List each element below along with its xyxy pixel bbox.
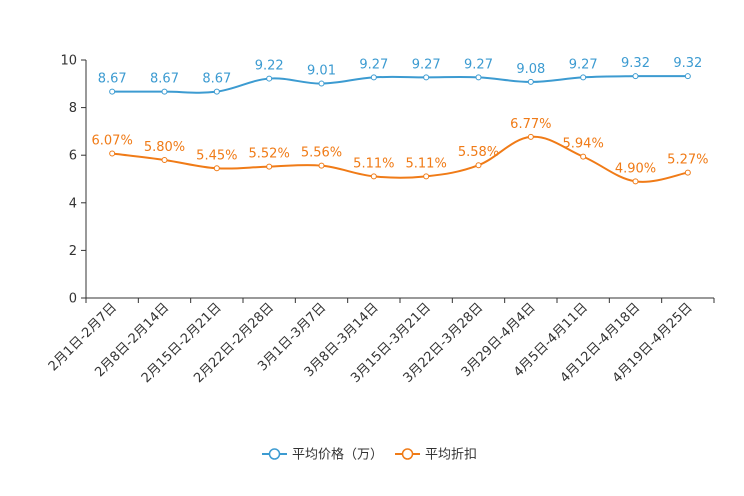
y-tick-label: 2 [69, 244, 77, 259]
data-point [475, 74, 482, 81]
data-label: 8.67 [98, 72, 127, 87]
data-label: 5.11% [406, 156, 447, 171]
y-tick-label: 6 [69, 149, 77, 164]
legend: 平均价格（万） 平均折扣 [262, 447, 477, 463]
data-point [318, 162, 325, 169]
data-label: 9.32 [621, 56, 650, 71]
data-point [475, 162, 482, 169]
data-label: 8.67 [150, 72, 179, 87]
data-point [684, 73, 691, 80]
data-point [161, 156, 168, 163]
data-point [684, 169, 691, 176]
data-point [632, 73, 639, 80]
data-label: 9.08 [516, 62, 545, 77]
data-point [370, 74, 377, 81]
data-labels: 8.67 8.67 8.67 9.22 9.01 9.27 9.27 9.27 9.08 9.27… [92, 56, 709, 176]
legend-item-2: 平均折扣 [395, 448, 477, 463]
legend-label: 平均折扣 [425, 448, 477, 463]
data-point [423, 173, 430, 180]
data-point [109, 150, 116, 157]
data-point [370, 173, 377, 180]
data-label: 9.27 [359, 57, 388, 72]
series-line-2 [112, 135, 689, 183]
data-label: 9.27 [412, 57, 441, 72]
data-label: 5.56% [301, 146, 342, 161]
data-label: 9.27 [464, 57, 493, 72]
data-point [213, 88, 220, 95]
data-point [580, 153, 587, 160]
data-label: 9.32 [673, 56, 702, 71]
data-label: 5.80% [144, 140, 185, 155]
legend-item-1: 平均价格（万） [262, 447, 383, 463]
legend-marker-icon [401, 448, 414, 460]
legend-label: 平均价格（万） [292, 447, 383, 463]
data-label: 5.94% [563, 137, 604, 152]
data-label: 5.58% [458, 145, 499, 160]
data-label: 5.45% [196, 148, 237, 163]
data-point [632, 178, 639, 185]
data-label: 5.27% [667, 153, 708, 168]
data-label: 5.11% [353, 156, 394, 171]
legend-marker-icon [268, 448, 281, 460]
data-point [213, 165, 220, 172]
y-tick-label: 8 [69, 101, 77, 116]
series-line-1 [112, 75, 688, 94]
data-point [318, 80, 325, 87]
data-label: 6.77% [510, 117, 551, 132]
series-lines [109, 73, 691, 185]
y-tick-label: 10 [60, 54, 77, 69]
y-tick-label: 0 [69, 292, 77, 307]
data-point [423, 74, 430, 81]
data-point [266, 75, 273, 82]
data-label: 4.90% [615, 161, 656, 176]
data-label: 9.01 [307, 64, 336, 79]
data-point [109, 88, 116, 95]
y-tick-label: 4 [69, 196, 77, 211]
data-label: 9.27 [569, 57, 598, 72]
data-label: 5.52% [249, 147, 290, 162]
data-point [527, 133, 534, 140]
axes: 02468102月1日-2月7日2月8日-2月14日2月15日-2月21日2月2… [46, 54, 715, 386]
data-label: 6.07% [92, 134, 133, 149]
data-label: 8.67 [202, 72, 231, 87]
data-point [580, 74, 587, 81]
data-label: 9.22 [255, 59, 284, 74]
data-point [266, 163, 273, 170]
data-point [527, 78, 534, 85]
data-point [161, 88, 168, 95]
